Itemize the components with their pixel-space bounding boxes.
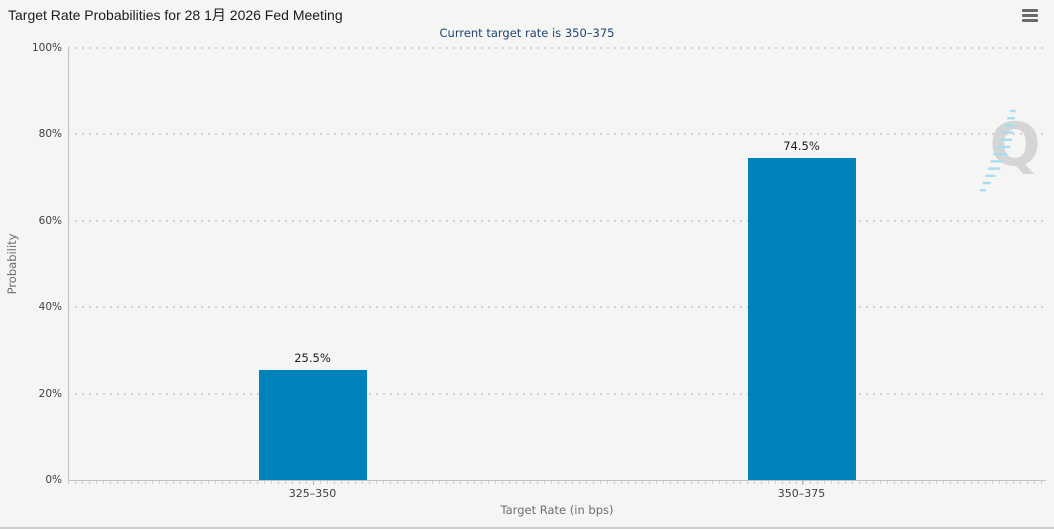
y-axis-labels: 0% 20% 40% 60% 80% 100%: [0, 42, 62, 486]
y-axis-tick-label: 20%: [38, 387, 62, 400]
gridline: [68, 47, 1046, 49]
gridline: [68, 392, 1046, 395]
x-axis-labels: 325–350 350–375: [68, 481, 1046, 503]
x-axis-minor-ticks: [68, 481, 1046, 484]
quikstrike-q-logo-icon: Q: [980, 109, 1040, 192]
y-axis-tick-label: 40%: [38, 301, 62, 314]
bar-value-label: 25.5%: [294, 350, 331, 365]
gridline: [68, 219, 1046, 222]
y-axis-line: [68, 48, 69, 480]
gridline: [68, 306, 1046, 309]
chart-menu-button[interactable]: [1022, 6, 1042, 24]
chart-subtitle: Current target rate is 350–375: [439, 26, 615, 40]
bottom-edge-divider: [0, 527, 1054, 529]
x-axis-tick-label: 325–350: [288, 487, 337, 500]
gridline: [68, 133, 1046, 136]
y-axis-tick-label: 100%: [31, 42, 62, 54]
x-axis-line: [68, 480, 1046, 481]
probability-bar[interactable]: [258, 369, 367, 480]
x-axis-tick-label: 350–375: [777, 487, 826, 500]
x-axis-title: Target Rate (in bps): [500, 503, 614, 517]
plot-area: Q 25.5% 74.5%: [68, 47, 1046, 480]
chart-title: Target Rate Probabilities for 28 1月 2026…: [8, 7, 343, 23]
y-axis-tick-label: 60%: [38, 214, 62, 227]
y-axis-tick-label: 80%: [38, 128, 62, 141]
x-axis-tick-mark: [312, 481, 314, 485]
x-axis-tick-mark: [801, 481, 803, 485]
bar-value-label: 74.5%: [783, 139, 820, 154]
probability-bar[interactable]: [747, 158, 856, 480]
y-axis-tick-label: 0%: [45, 474, 62, 486]
